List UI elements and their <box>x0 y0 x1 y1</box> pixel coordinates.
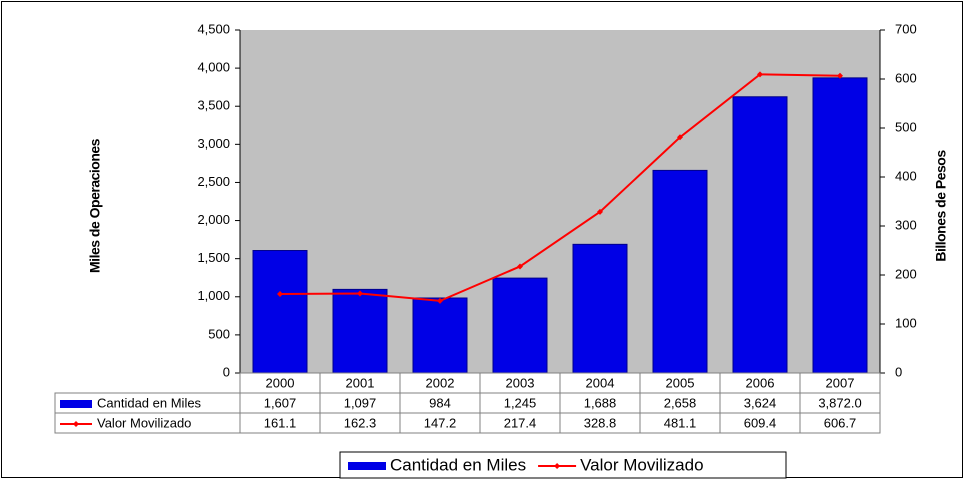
legend-marker <box>554 463 561 469</box>
y-tick-label: 500 <box>208 326 230 341</box>
table-value: 2,658 <box>664 395 697 410</box>
y2-tick-label: 700 <box>895 21 917 36</box>
x-tick-label: 2002 <box>426 375 455 390</box>
bar <box>812 77 868 374</box>
table-row-label: Cantidad en Miles <box>97 395 202 410</box>
legend-marker <box>73 421 79 427</box>
bar <box>252 250 308 374</box>
y-tick-label: 3,500 <box>197 98 230 113</box>
y2-tick-label: 0 <box>895 364 902 379</box>
y-tick-label: 2,000 <box>197 212 230 227</box>
y-tick-label: 3,000 <box>197 136 230 151</box>
table-value: 161.1 <box>264 415 297 430</box>
table-value: 328.8 <box>584 415 617 430</box>
bar <box>412 297 468 374</box>
y-axis-label: Miles de Operaciones <box>87 138 103 273</box>
line-marker <box>677 134 683 141</box>
y-tick-label: 0 <box>223 364 230 379</box>
table-value: 606.7 <box>824 415 857 430</box>
bar <box>492 277 548 374</box>
y-tick-label: 4,000 <box>197 60 230 75</box>
table-value: 1,688 <box>584 395 617 410</box>
legend-label: Valor Movilizado <box>580 455 703 474</box>
table-value: 984 <box>429 395 451 410</box>
y-tick-label: 4,500 <box>197 21 230 36</box>
table-value: 1,097 <box>344 395 377 410</box>
table-value: 147.2 <box>424 415 457 430</box>
table-value: 1,245 <box>504 395 537 410</box>
y2-tick-label: 500 <box>895 119 917 134</box>
table-value: 3,872.0 <box>818 395 861 410</box>
table-value: 481.1 <box>664 415 697 430</box>
legend-swatch <box>60 400 92 408</box>
x-tick-label: 2004 <box>586 375 615 390</box>
line-marker <box>357 290 363 297</box>
y-tick-label: 1,500 <box>197 250 230 265</box>
x-tick-label: 2006 <box>746 375 775 390</box>
y2-tick-label: 400 <box>895 168 917 183</box>
y2-tick-label: 300 <box>895 217 917 232</box>
y2-tick-label: 200 <box>895 266 917 281</box>
bar <box>332 288 388 374</box>
y-tick-label: 1,000 <box>197 288 230 303</box>
table-value: 162.3 <box>344 415 377 430</box>
legend-swatch <box>348 462 386 470</box>
table-row-label: Valor Movilizado <box>97 415 191 430</box>
y2-tick-label: 100 <box>895 315 917 330</box>
x-tick-label: 2001 <box>346 375 375 390</box>
line <box>279 73 841 302</box>
y2-tick-label: 600 <box>895 70 917 85</box>
bar <box>572 243 628 374</box>
line-marker <box>597 208 603 215</box>
line-marker <box>277 291 283 298</box>
x-tick-label: 2007 <box>826 375 855 390</box>
y2-axis-label: Billones de Pesos <box>933 150 949 262</box>
line-marker <box>437 297 443 304</box>
legend-label: Cantidad en Miles <box>390 455 526 474</box>
y-tick-label: 2,500 <box>197 174 230 189</box>
table-value: 1,607 <box>264 395 297 410</box>
table-value: 3,624 <box>744 395 777 410</box>
x-tick-label: 2003 <box>506 375 535 390</box>
table-value: 609.4 <box>744 415 777 430</box>
bar <box>652 169 708 374</box>
table-value: 217.4 <box>504 415 537 430</box>
x-tick-label: 2005 <box>666 375 695 390</box>
line-marker <box>517 263 523 270</box>
bar <box>732 96 788 374</box>
x-tick-label: 2000 <box>266 375 295 390</box>
line-marker <box>837 72 843 79</box>
line-marker <box>757 71 763 78</box>
